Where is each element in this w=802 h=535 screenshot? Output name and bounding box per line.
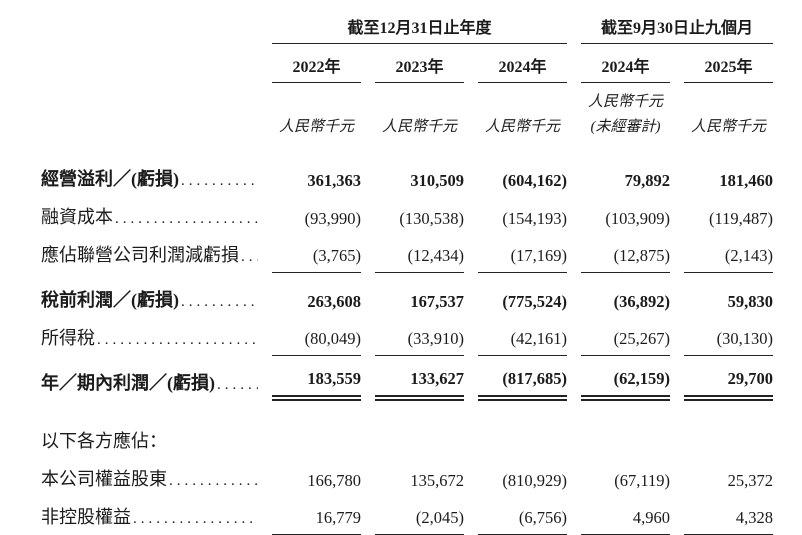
cell-value: 263,608 xyxy=(307,292,361,311)
year-header-2025-9m: 2025年 xyxy=(684,44,774,83)
period-group-annual: 截至12月31日止年度 xyxy=(272,6,567,44)
cell-value: (42,161) xyxy=(478,318,567,356)
table-row-income-tax: 所得稅.....................................… xyxy=(41,318,774,356)
year-header-2023: 2023年 xyxy=(375,44,464,83)
table-row-share-of-associates: 應佔聯營公司利潤減虧損.............................… xyxy=(41,235,774,273)
spacer-cell xyxy=(41,83,258,138)
cell-value: (12,434) xyxy=(375,235,464,273)
cell-value: (103,909) xyxy=(605,209,670,228)
year-header-2024: 2024年 xyxy=(478,44,567,83)
table-row-profit-before-tax: 稅前利潤／(虧損)...............................… xyxy=(41,273,773,318)
cell-value: 25,372 xyxy=(727,471,774,490)
cell-value: (33,910) xyxy=(375,318,464,356)
cell-value: (817,685) xyxy=(478,356,567,401)
cell-value: (775,524) xyxy=(502,292,567,311)
unit-label: 人民幣千元 xyxy=(381,119,457,135)
table-row-operating-profit: 經營溢利／(虧損)...............................… xyxy=(41,138,773,197)
unit-label: 人民幣千元 xyxy=(484,119,560,135)
unit-label: 人民幣千元 (未經審計) xyxy=(581,83,670,138)
cell-value: (119,487) xyxy=(709,209,774,228)
row-label: 年／期內利潤／(虧損) xyxy=(41,373,215,393)
unit-label: 人民幣千元 xyxy=(278,119,354,135)
cell-value xyxy=(272,401,361,459)
cell-value: (80,049) xyxy=(272,318,361,356)
dot-leader: ........................................… xyxy=(217,377,258,393)
table-row-attributable-to: 以下各方應佔： xyxy=(41,401,773,459)
row-label: 本公司權益股東 xyxy=(41,469,167,489)
cell-value: (25,267) xyxy=(581,318,670,356)
cell-value: (604,162) xyxy=(502,171,567,190)
cell-value: 79,892 xyxy=(624,171,670,190)
row-label: 融資成本 xyxy=(41,207,113,227)
table-row-profit-for-period: 年／期內利潤／(虧損).............................… xyxy=(41,356,774,401)
cell-value: 183,559 xyxy=(272,356,361,401)
financial-summary-table: 截至12月31日止年度 截至9月30日止九個月 2022年 2023年 2024… xyxy=(27,6,787,535)
cell-value: (30,130) xyxy=(684,318,774,356)
table-row-equity-shareholders: 本公司權益股東.................................… xyxy=(41,459,773,497)
row-label: 應佔聯營公司利潤減虧損 xyxy=(41,245,239,265)
cell-value: 310,509 xyxy=(410,171,464,190)
row-label: 以下各方應佔： xyxy=(41,431,167,451)
cell-value: (93,990) xyxy=(304,209,361,228)
cell-value: (130,538) xyxy=(399,209,464,228)
cell-value: (17,169) xyxy=(478,235,567,273)
cell-value: (6,756) xyxy=(478,497,567,535)
dot-leader: ........................................… xyxy=(181,173,258,189)
cell-value: (2,143) xyxy=(684,235,774,273)
cell-value: (62,159) xyxy=(581,356,670,401)
spacer-cell xyxy=(41,44,258,83)
cell-value: 4,328 xyxy=(684,497,774,535)
unit-label: 人民幣千元 xyxy=(691,119,767,135)
dot-leader: ........................................… xyxy=(97,332,258,348)
cell-value: 167,537 xyxy=(410,292,464,311)
dot-leader: ........................................… xyxy=(241,249,258,265)
cell-value: 59,830 xyxy=(727,292,774,311)
year-header-row: 2022年 2023年 2024年 2024年 2025年 xyxy=(41,44,774,83)
cell-value: (12,875) xyxy=(581,235,670,273)
row-label: 非控股權益 xyxy=(41,507,131,527)
year-header-2024-9m: 2024年 xyxy=(581,44,670,83)
unit-row: 人民幣千元 人民幣千元 人民幣千元 人民幣千元 (未經審計) 人民幣千元 xyxy=(41,83,773,138)
cell-value: (67,119) xyxy=(614,471,670,490)
dot-leader: ........................................… xyxy=(181,294,258,310)
cell-value: 181,460 xyxy=(719,171,774,190)
cell-value: 166,780 xyxy=(307,471,361,490)
cell-value: (3,765) xyxy=(272,235,361,273)
dot-leader: ........................................… xyxy=(133,511,258,527)
dot-leader: ........................................… xyxy=(169,473,258,489)
row-label: 經營溢利／(虧損) xyxy=(41,169,179,189)
cell-value: 16,779 xyxy=(272,497,361,535)
table-row-non-controlling-interests: 非控股權益...................................… xyxy=(41,497,774,535)
cell-value: 133,627 xyxy=(375,356,464,401)
row-label: 稅前利潤／(虧損) xyxy=(41,290,179,310)
cell-value xyxy=(581,401,670,459)
year-header-2022: 2022年 xyxy=(272,44,361,83)
cell-value: 4,960 xyxy=(581,497,670,535)
cell-value: (2,045) xyxy=(375,497,464,535)
period-group-nine-months: 截至9月30日止九個月 xyxy=(581,6,774,44)
cell-value: (154,193) xyxy=(502,209,567,228)
row-label: 所得稅 xyxy=(41,328,95,348)
period-group-row: 截至12月31日止年度 截至9月30日止九個月 xyxy=(41,6,774,44)
cell-value: (810,929) xyxy=(502,471,567,490)
cell-value: 135,672 xyxy=(410,471,464,490)
unaudited-note: (未經審計) xyxy=(590,119,661,135)
cell-value: (36,892) xyxy=(613,292,670,311)
cell-value xyxy=(375,401,464,459)
table-row-finance-costs: 融資成本....................................… xyxy=(41,197,773,235)
spacer-cell xyxy=(41,6,258,44)
cell-value: 361,363 xyxy=(307,171,361,190)
cell-value xyxy=(478,401,567,459)
unit-label: 人民幣千元 xyxy=(587,94,663,110)
cell-value: 29,700 xyxy=(684,356,774,401)
cell-value xyxy=(684,401,773,459)
dot-leader: ........................................… xyxy=(115,211,258,227)
